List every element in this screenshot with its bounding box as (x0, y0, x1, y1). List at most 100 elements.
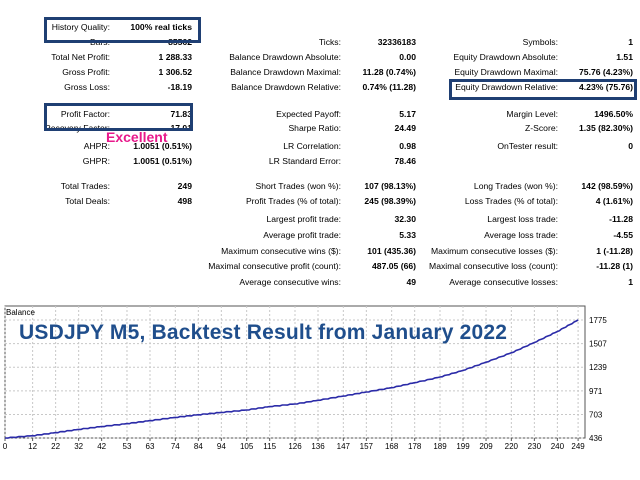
stat-value: 0.00 (399, 52, 416, 62)
stat-value: 487.05 (66) (372, 261, 416, 271)
stat-value: -18.19 (167, 82, 192, 92)
stat-value: 498 (177, 196, 192, 206)
stat-value: 1 (-11.28) (596, 246, 633, 256)
x-tick-label: 220 (505, 442, 519, 451)
stat-label: Sharpe Ratio: (288, 123, 341, 133)
stat-label: Total Trades: (60, 181, 110, 191)
stat-label: GHPR: (82, 156, 110, 166)
stat-value: 1 (628, 37, 633, 47)
stat-label: History Quality: (51, 22, 110, 32)
x-tick-label: 178 (408, 442, 422, 451)
stat-label: Total Deals: (65, 196, 110, 206)
stat-value: 245 (98.39%) (364, 196, 416, 206)
stat-value: 5.33 (399, 230, 416, 240)
stat-label: Balance Drawdown Maximal: (230, 67, 341, 77)
history-quality-highlight (44, 17, 201, 43)
x-tick-label: 94 (217, 442, 226, 451)
stat-label: Margin Level: (506, 109, 558, 119)
stat-label: AHPR: (83, 141, 110, 151)
stat-label: OnTester result: (497, 141, 558, 151)
stat-label: Maximal consecutive profit (count): (208, 261, 341, 271)
x-tick-label: 157 (360, 442, 374, 451)
stat-label: Z-Score: (525, 123, 558, 133)
x-tick-label: 105 (240, 442, 254, 451)
stat-value: 249 (177, 181, 192, 191)
x-tick-label: 199 (456, 442, 470, 451)
stat-value: 78.46 (394, 156, 416, 166)
y-tick-label: 703 (589, 410, 603, 419)
profit-factor-highlight (44, 103, 193, 131)
x-tick-label: 84 (194, 442, 203, 451)
y-tick-label: 1239 (589, 363, 607, 372)
stat-value: 1 288.33 (158, 52, 192, 62)
stat-label: Expected Payoff: (276, 109, 341, 119)
stat-value: -11.28 (609, 214, 633, 224)
stat-value: 0 (628, 141, 633, 151)
equity-drawdown-relative-highlight (449, 79, 637, 100)
stat-value: 142 (98.59%) (581, 181, 633, 191)
stat-value: 0.98 (399, 141, 416, 151)
stat-label: Balance Drawdown Absolute: (229, 52, 341, 62)
balance-chart: 1775 1507 1239 971 703 436 0 12 22 32 42 53 63 74 84 94… (0, 304, 640, 480)
stat-label: Largest profit trade: (266, 214, 341, 224)
stat-value: -4.55 (613, 230, 633, 240)
x-tick-label: 32 (74, 442, 83, 451)
x-tick-label: 230 (528, 442, 542, 451)
x-tick-label: 189 (433, 442, 447, 451)
x-tick-label: 126 (288, 442, 302, 451)
stat-value: 107 (98.13%) (364, 181, 416, 191)
x-tick-label: 209 (479, 442, 493, 451)
stat-value: 71.83 (170, 109, 192, 119)
chart-title: Balance (6, 308, 35, 317)
x-tick-label: 53 (123, 442, 132, 451)
stat-value: 1.51 (616, 52, 633, 62)
stat-value: 1.35 (82.30%) (579, 123, 633, 133)
stat-label: Balance Drawdown Relative: (231, 82, 341, 92)
stat-label: LR Standard Error: (268, 156, 341, 166)
stat-label: Short Trades (won %): (255, 181, 342, 191)
stat-value: 0.74% (11.28) (362, 82, 416, 92)
stat-label: Profit Trades (% of total): (245, 196, 341, 206)
stat-value: 1496.50% (594, 109, 633, 119)
stat-value: 100% real ticks (130, 22, 192, 32)
y-tick-label: 436 (589, 434, 603, 443)
stat-label: Maximum consecutive wins ($): (221, 246, 341, 256)
stat-label: Average consecutive losses: (449, 277, 558, 287)
stat-label: Gross Profit: (62, 67, 110, 77)
stat-value: 1 306.52 (158, 67, 192, 77)
stat-label: LR Correlation: (283, 141, 341, 151)
stat-label: Ticks: (318, 37, 341, 47)
x-tick-label: 22 (51, 442, 60, 451)
x-tick-label: 0 (3, 442, 8, 451)
stat-label: Average loss trade: (484, 230, 558, 240)
stat-label: Equity Drawdown Relative: (455, 82, 558, 92)
x-tick-label: 12 (28, 442, 37, 451)
stat-label: Long Trades (won %): (473, 181, 558, 191)
stat-value: 101 (435.36) (367, 246, 416, 256)
stat-label: Gross Loss: (64, 82, 110, 92)
stat-label: Equity Drawdown Maximal: (454, 67, 558, 77)
stat-value: 32.30 (394, 214, 416, 224)
stat-label: Loss Trades (% of total): (464, 196, 558, 206)
balance-series-line (4, 319, 579, 439)
stat-value: 24.49 (394, 123, 416, 133)
x-tick-label: 74 (171, 442, 180, 451)
stat-value: 11.28 (0.74%) (362, 67, 416, 77)
stat-value: -11.28 (1) (596, 261, 633, 271)
stat-label: Average profit trade: (263, 230, 341, 240)
stat-value: 75.76 (4.23%) (579, 67, 633, 77)
stat-value: 4 (1.61%) (595, 196, 633, 206)
stats-panel: History Quality: 100% real ticks Bars: 8556… (45, 22, 633, 287)
y-tick-label: 1507 (589, 340, 607, 349)
x-tick-label: 168 (385, 442, 399, 451)
stat-value: 1.0051 (0.51%) (133, 141, 192, 151)
x-tick-label: 63 (146, 442, 155, 451)
stat-label: Maximum consecutive losses ($): (430, 246, 558, 256)
x-tick-label: 147 (337, 442, 351, 451)
balance-chart-svg: 1775 1507 1239 971 703 436 0 12 22 32 42 53 63 74 84 94… (3, 305, 607, 451)
y-tick-label: 1775 (589, 316, 607, 325)
stat-label: Average consecutive wins: (239, 277, 341, 287)
stat-label: Symbols: (522, 37, 558, 47)
excellent-annotation: Excellent (106, 129, 168, 145)
stat-value: 1.0051 (0.51%) (133, 156, 192, 166)
